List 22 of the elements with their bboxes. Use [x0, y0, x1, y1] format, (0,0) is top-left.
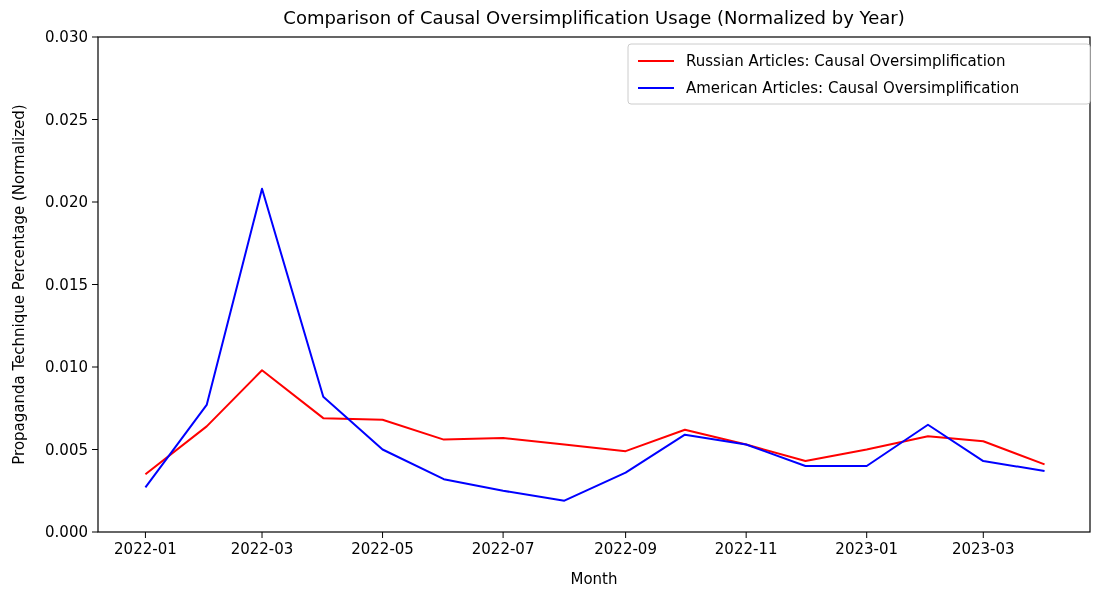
y-tick-label: 0.005 [45, 440, 88, 459]
x-tick-label: 2022-09 [594, 540, 657, 558]
y-tick-label: 0.000 [45, 523, 88, 541]
x-tick-label: 2022-01 [114, 540, 177, 558]
y-axis-title: Propaganda Technique Percentage (Normalized) [10, 104, 28, 465]
x-tick-label: 2023-03 [951, 540, 1015, 558]
x-tick-label: 2022-11 [714, 540, 778, 558]
x-tick-label: 2022-07 [471, 540, 535, 558]
y-tick-label: 0.030 [45, 28, 88, 46]
line-series [144, 369, 1046, 476]
legend-label: American Articles: Causal Oversimplification [686, 79, 1020, 97]
legend-label: Russian Articles: Causal Oversimplification [686, 52, 1006, 70]
x-tick-label: 2023-01 [835, 540, 899, 558]
y-tick-label: 0.020 [45, 193, 88, 211]
x-axis-title: Month [570, 570, 618, 588]
y-tick-label: 0.025 [45, 110, 88, 129]
x-tick-label: 2022-05 [351, 540, 414, 558]
chart-title: Comparison of Causal Oversimplification Usage (Normalized by Year) [283, 7, 905, 28]
line-series [144, 187, 1046, 502]
y-tick-label: 0.010 [45, 358, 88, 376]
y-tick-label: 0.015 [45, 275, 88, 294]
x-tick-label: 2022-03 [230, 540, 294, 558]
